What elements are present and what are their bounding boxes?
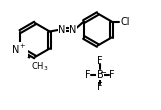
Text: CH$_3$: CH$_3$	[31, 61, 49, 73]
Text: F: F	[109, 70, 115, 80]
Text: Cl: Cl	[121, 16, 130, 27]
Text: N: N	[58, 25, 65, 35]
Text: B: B	[97, 70, 103, 80]
Text: F: F	[97, 56, 103, 66]
Text: F: F	[97, 82, 103, 92]
Text: N: N	[69, 25, 76, 35]
Text: N$^+$: N$^+$	[11, 43, 27, 56]
Text: F: F	[85, 70, 91, 80]
Text: $-$: $-$	[99, 67, 107, 75]
